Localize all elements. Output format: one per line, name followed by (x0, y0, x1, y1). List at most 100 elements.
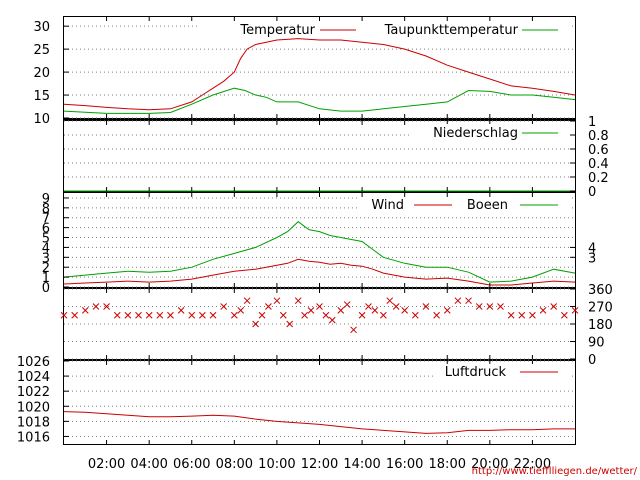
point-stroke (265, 303, 272, 310)
point-stroke (103, 303, 110, 310)
y-tick-label-right: 0.4 (588, 157, 609, 172)
point-stroke (60, 311, 68, 319)
y-tick-label-right: 0.6 (588, 143, 609, 158)
x-tick-label: 04:00 (130, 457, 167, 472)
point-stroke (443, 307, 451, 314)
x-tick-label: 18:00 (429, 457, 466, 472)
point-stroke (124, 311, 132, 319)
point-stroke (199, 311, 206, 319)
wind-line (63, 258, 576, 286)
wind-direction-point (386, 297, 394, 305)
wind-direction-point (550, 303, 558, 310)
wind-direction-point (507, 311, 515, 319)
footer-url: http://www.tiefflliegen.de/wetter/ (472, 466, 638, 477)
y-tick-label-right: 270 (588, 301, 613, 316)
y-tick-label: 1020 (17, 400, 50, 415)
point-stroke (316, 303, 323, 310)
wind-direction-point (561, 311, 568, 319)
wind-direction-point (529, 311, 536, 319)
x-tick-label: 12:00 (301, 457, 338, 472)
point-stroke (177, 307, 185, 314)
wind-direction-point (177, 307, 185, 314)
wind-direction-point (71, 311, 78, 319)
point-stroke (322, 311, 330, 319)
ticks-layer: 02:00 04:00 06:00 08:00 10:00 12:00 14:00 16:00… (17, 17, 613, 472)
wind-direction-point (230, 311, 238, 319)
point-stroke (507, 311, 515, 319)
y-tick-label: 7 (42, 212, 50, 227)
y-tick-label-right: 360 (588, 283, 613, 298)
y-tick-label: 2 (42, 261, 50, 276)
point-stroke (307, 307, 315, 314)
point-stroke (135, 311, 142, 319)
legend-label-niederschlag: Niederschlag (433, 126, 518, 141)
y-tick-label: 0 (42, 281, 50, 296)
legend-label-boeen: Boeen (467, 198, 508, 213)
point-stroke (561, 311, 568, 319)
wind-direction-point (258, 311, 266, 319)
wind-direction-point (294, 297, 302, 305)
point-stroke (294, 297, 302, 305)
wind-direction-point (252, 320, 259, 328)
x-tick-label: 10:00 (258, 457, 295, 472)
y-tick-label-right: 1 (588, 115, 596, 130)
wind-direction-point (371, 307, 379, 314)
point-stroke (497, 303, 504, 310)
point-stroke (258, 311, 266, 319)
wind-direction-point (443, 307, 451, 314)
point-stroke (81, 307, 89, 314)
wind-direction-point (188, 311, 196, 319)
plot-frames (63, 16, 576, 445)
point-stroke (113, 311, 121, 319)
wind-direction-point (113, 311, 121, 319)
point-stroke (392, 303, 400, 310)
legend-label-taupunkttemperatur: Taupunkttemperatur (384, 23, 519, 38)
x-tick-label: 14:00 (343, 457, 380, 472)
y-tick-label-right: 0 (588, 353, 596, 368)
point-stroke (92, 303, 100, 310)
wind-direction-point (167, 311, 174, 319)
y-tick-label: 25 (33, 43, 50, 58)
wind-direction-point (392, 303, 400, 310)
wind-direction-point (220, 303, 228, 310)
wind-direction-point (322, 311, 330, 319)
x-tick-label: 16:00 (386, 457, 423, 472)
point-stroke (220, 303, 228, 310)
legend-label-wind: Wind (371, 198, 404, 213)
wind-direction-point (199, 311, 206, 319)
point-stroke (167, 311, 174, 319)
legend-label-temperatur: Temperatur (239, 23, 315, 38)
point-stroke (465, 297, 472, 305)
wind-direction-point (571, 307, 579, 314)
y-tick-label: 1016 (17, 430, 50, 445)
y-tick-label: 8 (42, 202, 50, 217)
point-stroke (386, 297, 394, 305)
legend-label-luftdruck: Luftdruck (445, 365, 507, 380)
point-stroke (230, 311, 238, 319)
luftdruck-line (63, 411, 575, 434)
point-stroke (371, 307, 379, 314)
wind-direction-point (401, 307, 409, 314)
wind-direction-point (265, 303, 272, 310)
boeen-line (63, 221, 576, 283)
point-stroke (422, 303, 430, 310)
point-stroke (286, 320, 294, 328)
wind-direction-point (92, 303, 100, 310)
wind-direction-point (145, 311, 153, 319)
temperature-legend-background (200, 21, 570, 38)
legends: Temperatur Taupunkttemperatur Niederschl… (200, 21, 570, 380)
y-tick-label: 20 (33, 66, 50, 81)
y-tick-label-right: 0 (588, 185, 596, 200)
pressure-frame (63, 360, 576, 445)
wind-direction-point (343, 301, 351, 308)
point-stroke (433, 311, 440, 319)
wind-direction-point (209, 311, 217, 319)
y-tick-label: 1022 (17, 385, 50, 400)
point-stroke (518, 311, 526, 319)
point-stroke (243, 297, 251, 305)
wind-direction-point (103, 303, 110, 310)
wind-direction-point (279, 311, 287, 319)
y-tick-label: 4 (42, 241, 50, 256)
point-stroke (350, 326, 357, 334)
